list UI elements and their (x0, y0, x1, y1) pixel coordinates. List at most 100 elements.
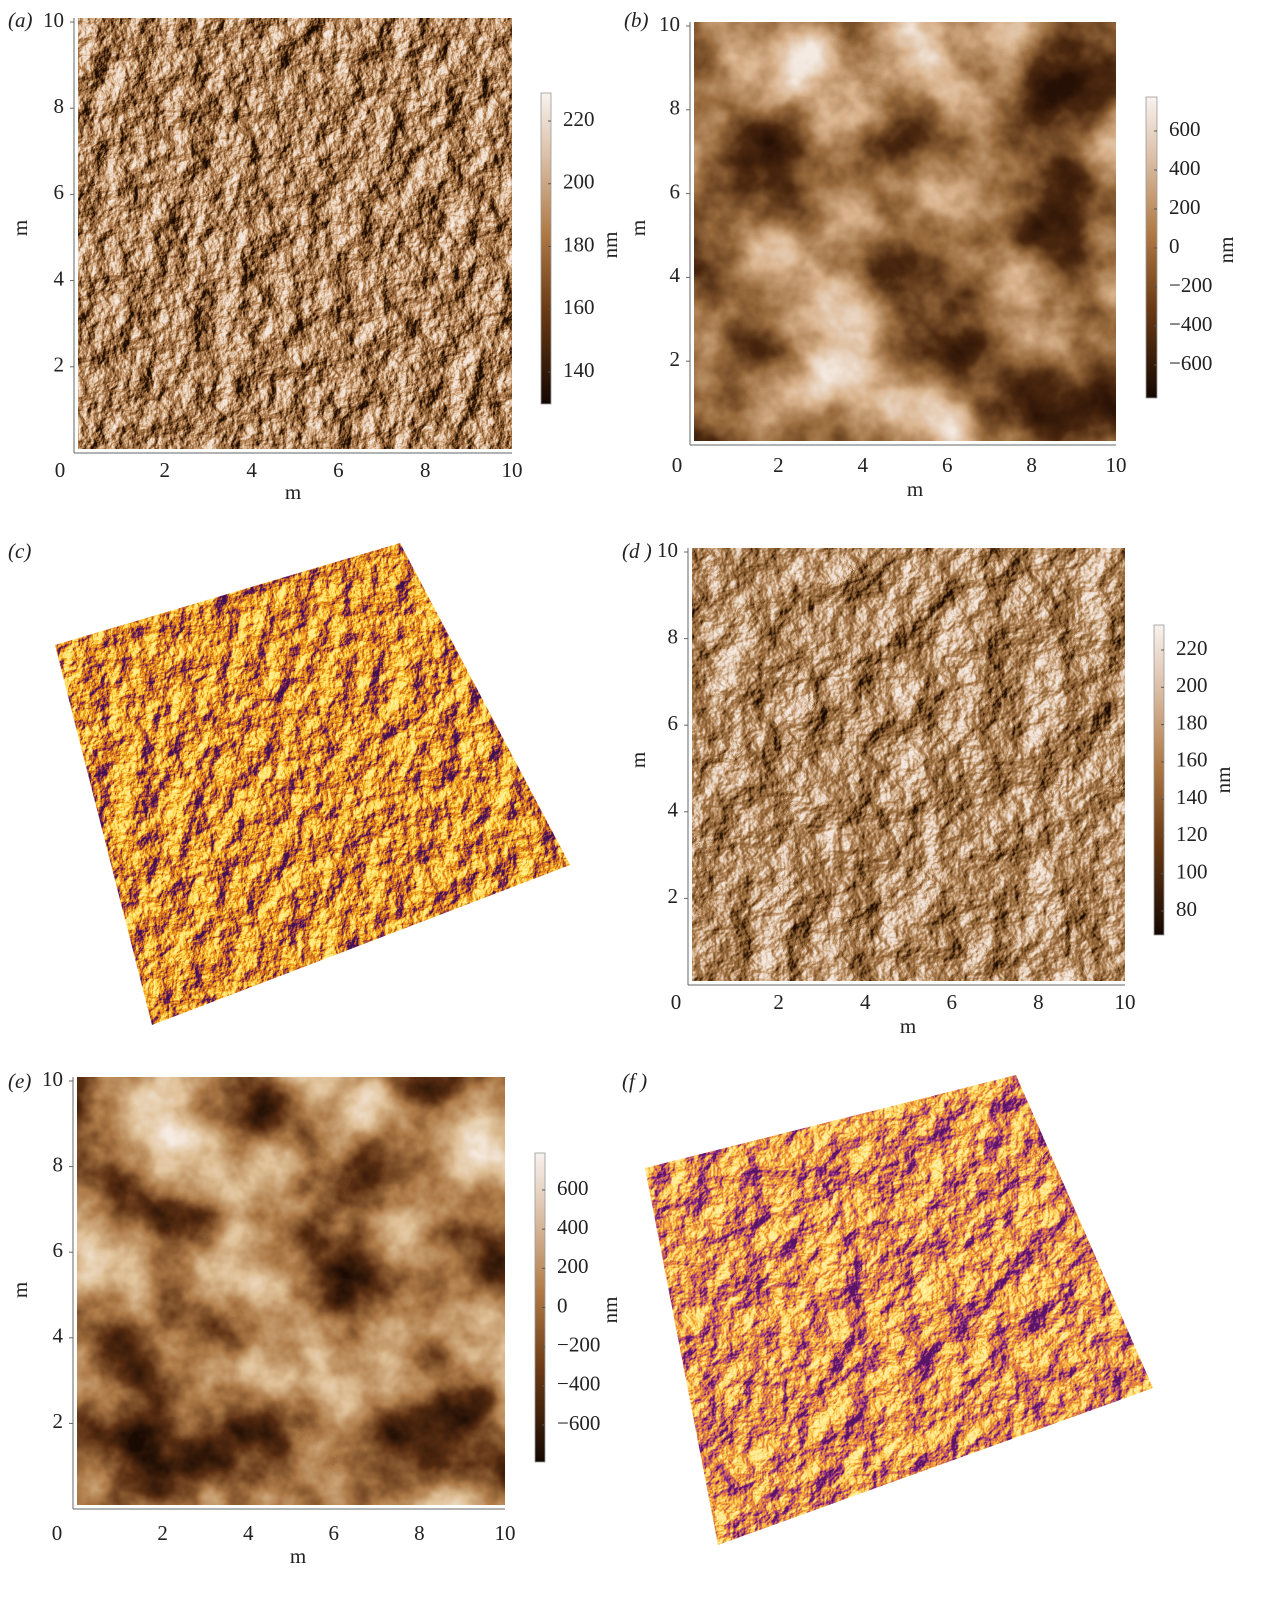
surface-3d (645, 1075, 1153, 1545)
colorbar-tick-label: 0 (557, 1293, 568, 1317)
afm-image (78, 18, 512, 449)
afm-image (694, 22, 1116, 441)
colorbar-tick-label: 400 (557, 1215, 589, 1239)
colorbar-tick-label: 100 (1176, 860, 1208, 884)
colorbar-tick-label: 220 (1176, 636, 1208, 660)
y-tick-label: 8 (53, 1152, 64, 1176)
panel-label: (c) (8, 539, 31, 563)
x-tick-label: 8 (420, 458, 431, 482)
colorbar-tick-label: 200 (1176, 673, 1208, 697)
x-tick-label: 10 (495, 1521, 516, 1545)
y-tick-label: 8 (670, 96, 681, 120)
x-axis-label: m (907, 477, 923, 501)
colorbar-tick-label: 200 (1169, 195, 1201, 219)
colorbar-tick-label: 400 (1169, 156, 1201, 180)
colorbar-tick-label: −600 (557, 1411, 600, 1435)
x-tick-label: 10 (1106, 453, 1127, 477)
x-tick-label: 0 (55, 458, 66, 482)
colorbar-tick-label: 600 (557, 1176, 589, 1200)
colorbar-tick-label: 200 (557, 1254, 589, 1278)
x-tick-label: 4 (243, 1521, 254, 1545)
x-tick-label: 8 (414, 1521, 425, 1545)
colorbar-tick-label: −400 (1169, 312, 1212, 336)
x-tick-label: 8 (1033, 990, 1044, 1014)
colorbar-tick-label: 80 (1176, 897, 1197, 921)
x-axis-label: m (900, 1014, 916, 1038)
x-tick-label: 2 (773, 453, 784, 477)
x-axis-label: m (290, 1544, 306, 1568)
x-tick-label: 4 (858, 453, 869, 477)
colorbar-label: nm (598, 1297, 622, 1324)
panel-label: (e) (8, 1069, 31, 1093)
colorbar-label: nm (1214, 237, 1238, 264)
panel-label: (d ) (622, 539, 652, 563)
colorbar (1154, 625, 1164, 935)
x-tick-label: 6 (942, 453, 953, 477)
colorbar-tick-label: −600 (1169, 351, 1212, 375)
x-tick-label: 6 (333, 458, 344, 482)
colorbar-tick-label: 180 (563, 232, 595, 256)
x-tick-label: 2 (157, 1521, 168, 1545)
y-tick-label: 10 (657, 538, 678, 562)
surface-3d (55, 543, 570, 1025)
y-tick-label: 2 (54, 353, 65, 377)
x-tick-label: 0 (52, 1521, 63, 1545)
colorbar-tick-label: −200 (1169, 273, 1212, 297)
colorbar-tick-label: 180 (1176, 710, 1208, 734)
x-axis-label: m (285, 480, 301, 504)
panel-label: (b) (624, 8, 649, 32)
panel-label: (f ) (622, 1069, 647, 1093)
x-tick-label: 10 (1115, 990, 1136, 1014)
colorbar-tick-label: 600 (1169, 117, 1201, 141)
x-tick-label: 0 (672, 453, 683, 477)
colorbar (541, 93, 551, 404)
y-tick-label: 6 (670, 179, 681, 203)
colorbar-label: nm (1211, 767, 1235, 794)
x-tick-label: 2 (160, 458, 171, 482)
colorbar-tick-label: 200 (563, 170, 595, 194)
panel-label: (a) (8, 8, 33, 32)
y-tick-label: 6 (54, 180, 65, 204)
y-axis-label: m (626, 752, 650, 768)
y-tick-label: 8 (668, 624, 679, 648)
x-tick-label: 6 (947, 990, 958, 1014)
y-tick-label: 10 (43, 8, 64, 32)
y-axis-label: m (626, 220, 650, 236)
colorbar-tick-label: 0 (1169, 234, 1180, 258)
y-tick-label: 4 (668, 798, 679, 822)
surface-texture (645, 1075, 1153, 1545)
colorbar-tick-label: 160 (563, 295, 595, 319)
colorbar-tick-label: 220 (563, 107, 595, 131)
y-tick-label: 10 (42, 1067, 63, 1091)
afm-image (692, 548, 1125, 981)
y-tick-label: 4 (670, 263, 681, 287)
x-tick-label: 0 (671, 990, 682, 1014)
colorbar-tick-label: 140 (1176, 785, 1208, 809)
x-tick-label: 10 (502, 458, 523, 482)
y-tick-label: 6 (53, 1238, 64, 1262)
y-tick-label: 4 (53, 1324, 64, 1348)
y-tick-label: 10 (659, 12, 680, 36)
y-tick-label: 2 (670, 347, 681, 371)
y-tick-label: 4 (54, 266, 65, 290)
y-axis-label: m (8, 220, 32, 236)
surface-texture (55, 543, 570, 1025)
colorbar-label: nm (598, 232, 622, 259)
colorbar-tick-label: −200 (557, 1332, 600, 1356)
x-tick-label: 2 (773, 990, 784, 1014)
y-tick-label: 2 (53, 1409, 64, 1433)
figure: (a)0246810108642mm220200180160140nm(b)02… (0, 0, 1287, 1620)
x-tick-label: 8 (1026, 453, 1037, 477)
y-tick-label: 8 (54, 94, 65, 118)
x-tick-label: 4 (860, 990, 871, 1014)
x-tick-label: 6 (329, 1521, 340, 1545)
colorbar-tick-label: 120 (1176, 822, 1208, 846)
y-tick-label: 6 (668, 711, 679, 735)
afm-image (77, 1077, 505, 1505)
y-tick-label: 2 (668, 884, 679, 908)
colorbar-tick-label: 140 (563, 358, 595, 382)
x-tick-label: 4 (246, 458, 257, 482)
y-axis-label: m (8, 1282, 32, 1298)
colorbar-tick-label: 160 (1176, 748, 1208, 772)
colorbar-tick-label: −400 (557, 1372, 600, 1396)
